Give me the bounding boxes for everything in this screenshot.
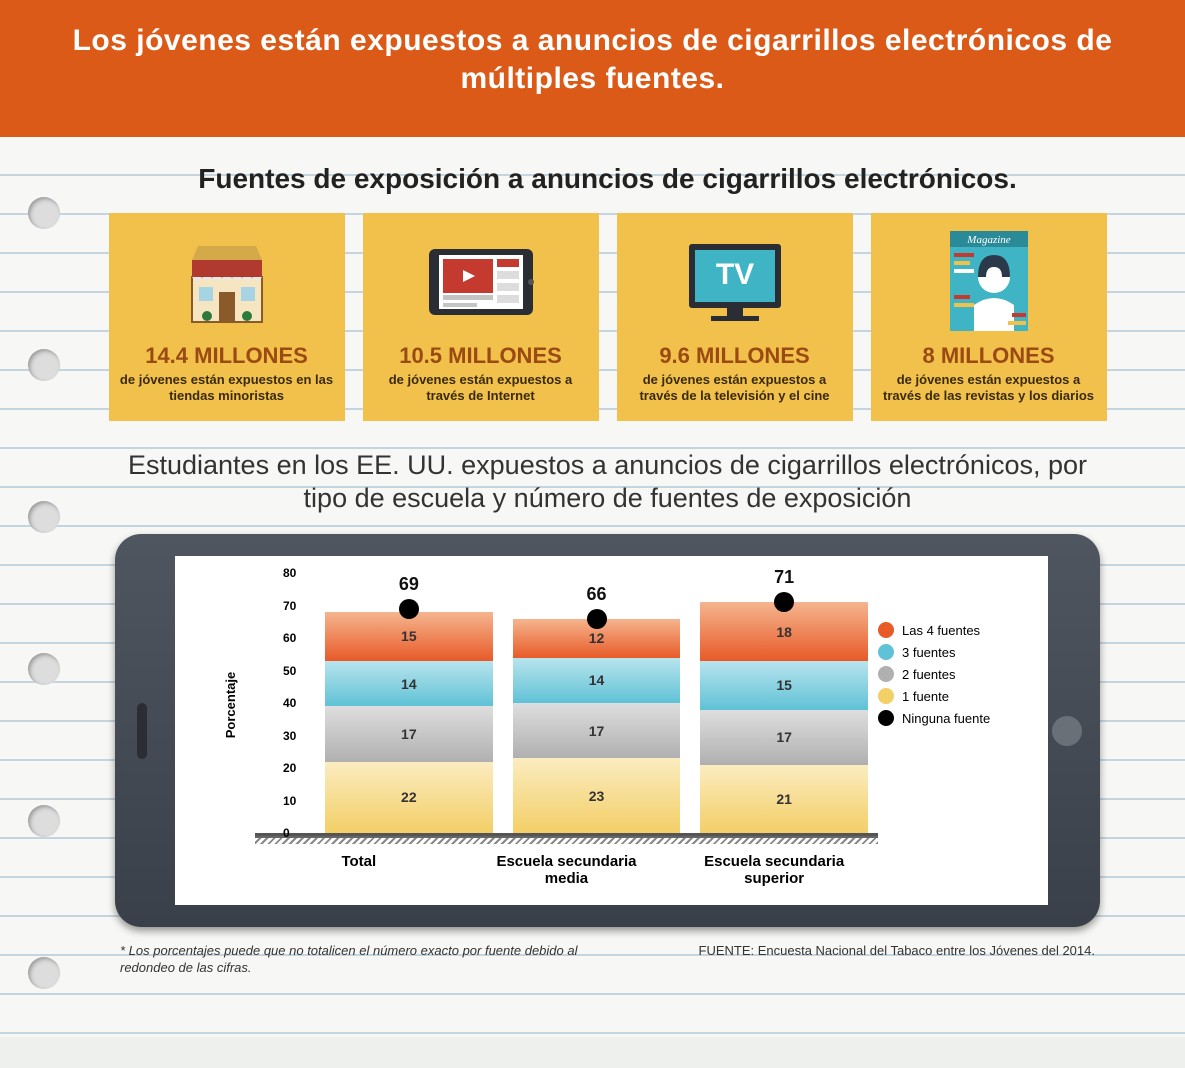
bar-groups: 221714156923171412662117151871 — [315, 576, 878, 833]
y-tick: 60 — [283, 631, 296, 645]
hole — [28, 349, 60, 381]
card-value: 14.4 MILLONES — [119, 343, 335, 369]
total-label: 66 — [586, 584, 606, 605]
bar-segment: 23 — [513, 758, 681, 833]
footnote: * Los porcentajes puede que no totalicen… — [120, 943, 600, 977]
svg-text:Magazine: Magazine — [966, 234, 1011, 246]
card-description: de jóvenes están expuestos en las tienda… — [119, 372, 335, 405]
total-label: 69 — [399, 574, 419, 595]
banner-title: Los jóvenes están expuestos a anuncios d… — [73, 24, 1113, 95]
legend-item: 2 fuentes — [878, 666, 1028, 682]
source-card: TV 9.6 MILLONES de jóvenes están expuestos… — [617, 213, 853, 421]
bar-segment: 15 — [325, 612, 493, 661]
legend-label: 1 fuente — [902, 689, 949, 704]
paper-background: Fuentes de exposición a anuncios de ciga… — [0, 137, 1185, 1037]
svg-text:TV: TV — [715, 258, 753, 291]
legend-item: 1 fuente — [878, 688, 1028, 704]
hole — [28, 653, 60, 685]
bar-group: 2117151871 — [690, 576, 878, 833]
legend-item: Ninguna fuente — [878, 710, 1028, 726]
source-citation: FUENTE: Encuesta Nacional del Tabaco ent… — [699, 943, 1096, 977]
x-label: Total — [259, 854, 459, 887]
hole — [28, 197, 60, 229]
total-dot — [774, 592, 794, 612]
y-tick: 10 — [283, 794, 296, 808]
legend-swatch — [878, 622, 894, 638]
chart-axes: Porcentaje 22171415692317141266211715187… — [255, 576, 878, 836]
bar-stack: 22171415 — [325, 612, 493, 833]
legend-swatch — [878, 644, 894, 660]
sources-heading: Fuentes de exposición a anuncios de ciga… — [90, 163, 1125, 195]
y-tick: 40 — [283, 696, 296, 710]
bar-segment: 17 — [700, 710, 868, 765]
infographic-page: Los jóvenes están expuestos a anuncios d… — [0, 0, 1185, 1037]
card-description: de jóvenes están expuestos a través de l… — [627, 372, 843, 405]
legend-swatch — [878, 666, 894, 682]
y-tick: 30 — [283, 729, 296, 743]
bar-segment: 14 — [513, 658, 681, 704]
source-cards-row: 14.4 MILLONES de jóvenes están expuestos … — [90, 213, 1125, 421]
legend-label: Las 4 fuentes — [902, 623, 980, 638]
x-axis-labels: TotalEscuela secundariamediaEscuela secu… — [255, 844, 878, 887]
legend-label: 2 fuentes — [902, 667, 956, 682]
bar-segment: 17 — [325, 706, 493, 761]
bar-segment: 22 — [325, 762, 493, 834]
bar-segment: 15 — [700, 661, 868, 710]
source-card: Magazine 8 MILLONES de jóvenes están expue… — [871, 213, 1107, 421]
y-tick: 50 — [283, 664, 296, 678]
stacked-bar-chart: Porcentaje 22171415692317141266211715187… — [195, 576, 878, 887]
bar-segment: 17 — [513, 703, 681, 758]
legend-item: 3 fuentes — [878, 644, 1028, 660]
bar-segment: 21 — [700, 765, 868, 833]
legend-item: Las 4 fuentes — [878, 622, 1028, 638]
tablet-icon — [373, 227, 589, 337]
total-label: 71 — [774, 567, 794, 588]
phone-frame: Porcentaje 22171415692317141266211715187… — [115, 534, 1100, 927]
card-description: de jóvenes están expuestos a través de l… — [881, 372, 1097, 405]
phone-home-button — [1052, 716, 1082, 746]
chart-heading: Estudiantes en los EE. UU. expuestos a a… — [110, 449, 1105, 517]
footer-row: * Los porcentajes puede que no totalicen… — [120, 943, 1095, 977]
hole — [28, 805, 60, 837]
hole — [28, 501, 60, 533]
total-dot — [587, 609, 607, 629]
bar-stack: 21171518 — [700, 602, 868, 833]
x-axis-hatch — [255, 836, 878, 844]
store-icon — [119, 227, 335, 337]
source-card: 14.4 MILLONES de jóvenes están expuestos … — [109, 213, 345, 421]
y-tick: 80 — [283, 566, 296, 580]
phone-screen: Porcentaje 22171415692317141266211715187… — [175, 556, 1048, 905]
y-tick: 70 — [283, 599, 296, 613]
y-axis-label: Porcentaje — [223, 671, 238, 737]
y-tick: 0 — [283, 826, 290, 840]
bar-group: 22171415 69 — [315, 576, 503, 833]
x-label: Escuela secundariasuperior — [674, 854, 874, 887]
total-dot — [399, 599, 419, 619]
legend-label: 3 fuentes — [902, 645, 956, 660]
bar-segment: 14 — [325, 661, 493, 707]
hole — [28, 957, 60, 989]
source-card: 10.5 MILLONES de jóvenes están expuestos … — [363, 213, 599, 421]
bar-stack: 23171412 — [513, 619, 681, 834]
card-value: 10.5 MILLONES — [373, 343, 589, 369]
legend-swatch — [878, 688, 894, 704]
legend-label: Ninguna fuente — [902, 711, 990, 726]
bar-group: 23171412 66 — [503, 576, 691, 833]
x-label: Escuela secundariamedia — [466, 854, 666, 887]
paper-holes — [28, 197, 60, 989]
card-value: 8 MILLONES — [881, 343, 1097, 369]
y-tick: 20 — [283, 761, 296, 775]
phone-speaker — [137, 703, 147, 759]
chart-legend: Las 4 fuentes 3 fuentes 2 fuentes 1 fuente N… — [878, 576, 1028, 887]
tv-icon: TV — [627, 227, 843, 337]
card-description: de jóvenes están expuestos a través de I… — [373, 372, 589, 405]
magazine-icon: Magazine — [881, 227, 1097, 337]
legend-swatch — [878, 710, 894, 726]
card-value: 9.6 MILLONES — [627, 343, 843, 369]
